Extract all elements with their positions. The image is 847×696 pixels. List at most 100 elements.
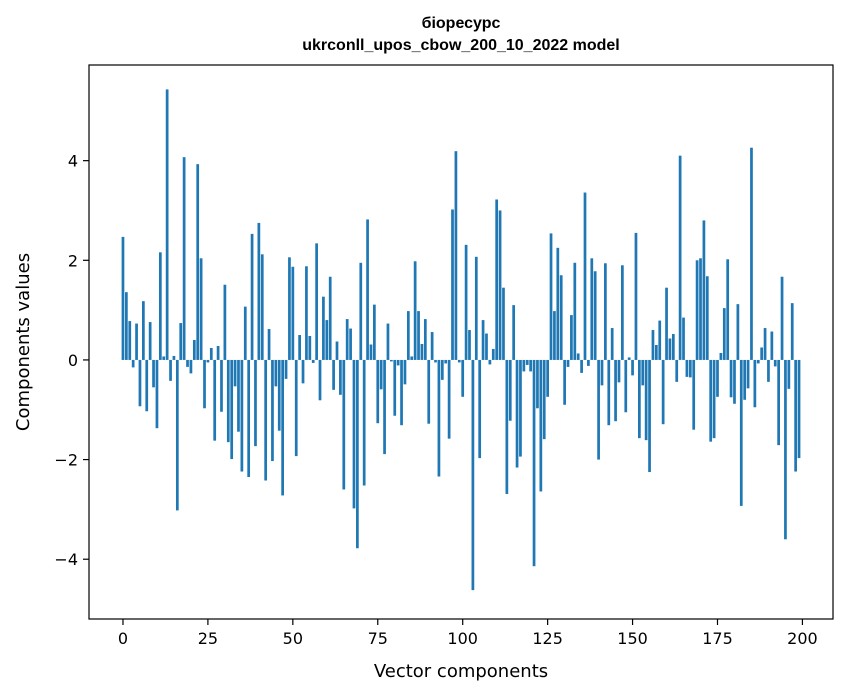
bar-142	[604, 263, 607, 360]
bar-175	[716, 359, 719, 397]
y-tick-label--2: −2	[54, 451, 78, 470]
bar-84	[406, 311, 410, 360]
bar-159	[661, 359, 665, 425]
bar-116	[515, 359, 519, 468]
bar-170	[699, 258, 702, 360]
bar-18	[182, 157, 186, 360]
bar-81	[396, 359, 400, 366]
bar-89	[423, 319, 427, 360]
bar-195	[784, 359, 787, 540]
bar-87	[417, 311, 420, 360]
bar-172	[705, 276, 709, 360]
bar-17	[179, 323, 183, 360]
bar-76	[379, 359, 383, 390]
bar-5	[138, 359, 142, 407]
bar-78	[386, 323, 390, 360]
bar-112	[502, 287, 505, 360]
bar-107	[485, 333, 488, 360]
y-tick-label-2: 2	[68, 251, 78, 270]
bar-39	[254, 359, 257, 447]
bar-42	[264, 359, 268, 481]
bar-163	[675, 359, 679, 382]
bar-169	[695, 260, 699, 360]
bar-122	[536, 359, 539, 409]
bar-21	[192, 340, 196, 360]
bar-147	[621, 265, 624, 360]
bar-99	[457, 359, 461, 363]
bar-160	[665, 287, 668, 360]
bar-30	[223, 284, 227, 360]
bar-68	[352, 359, 356, 509]
bar-38	[250, 233, 254, 360]
bar-100	[461, 359, 465, 397]
bar-16	[175, 359, 179, 511]
bar-198	[794, 359, 797, 472]
bar-182	[739, 359, 743, 506]
bar-134	[576, 353, 580, 360]
bar-109	[491, 348, 495, 360]
bar-104	[474, 256, 478, 360]
bar-171	[702, 220, 706, 360]
bar-51	[294, 359, 298, 457]
bar-13	[165, 89, 169, 360]
bar-86	[413, 261, 417, 360]
bar-85	[410, 356, 414, 360]
bar-128	[556, 247, 560, 360]
bar-2	[128, 321, 132, 360]
bars-group	[121, 89, 801, 591]
bar-157	[654, 344, 658, 360]
bar-79	[390, 359, 393, 362]
bar-90	[427, 359, 431, 424]
y-tick-label-0: 0	[68, 351, 78, 370]
bar-155	[648, 359, 651, 473]
bar-91	[430, 332, 434, 360]
bar-108	[488, 359, 492, 365]
bar-28	[216, 345, 220, 360]
bar-119	[525, 359, 529, 365]
bar-166	[685, 359, 689, 377]
bar-69	[356, 359, 359, 549]
bar-32	[230, 359, 234, 460]
x-tick-label-0: 0	[118, 629, 128, 648]
y-tick-label-4: 4	[68, 152, 78, 171]
bar-49	[288, 257, 291, 360]
bar-61	[328, 276, 332, 360]
y-tick-label--4: −4	[54, 550, 78, 569]
x-axis-label: Vector components	[374, 661, 548, 682]
bar-143	[607, 359, 611, 426]
bar-118	[522, 359, 526, 372]
bar-146	[617, 359, 621, 383]
bar-110	[495, 199, 499, 360]
bar-60	[325, 320, 329, 360]
bar-20	[189, 359, 193, 374]
bar-151	[634, 232, 638, 360]
bar-132	[570, 315, 573, 360]
bar-189	[763, 328, 767, 360]
x-axis: 0 25 50 75 100 125 150 175 200	[118, 619, 818, 648]
bar-12	[162, 356, 166, 360]
bar-6	[142, 301, 145, 360]
bar-92	[434, 359, 437, 363]
bar-66	[345, 319, 349, 360]
bar-126	[549, 233, 553, 360]
plot-frame	[88, 64, 834, 620]
bar-95	[444, 359, 448, 364]
bar-63	[335, 341, 339, 360]
bar-197	[790, 303, 794, 360]
bar-27	[213, 359, 217, 441]
y-axis: −4 −2 0 2 4	[54, 152, 89, 569]
bar-62	[332, 359, 335, 390]
bar-123	[539, 359, 543, 492]
bar-97	[451, 209, 454, 360]
bar-1	[125, 292, 128, 360]
bar-150	[631, 359, 634, 376]
bar-176	[719, 352, 723, 360]
bar-113	[505, 359, 509, 494]
bar-149	[627, 357, 631, 360]
bar-174	[712, 359, 716, 439]
bar-186	[753, 359, 757, 408]
bar-139	[593, 271, 597, 360]
bar-117	[519, 359, 522, 457]
bar-23	[199, 258, 203, 360]
